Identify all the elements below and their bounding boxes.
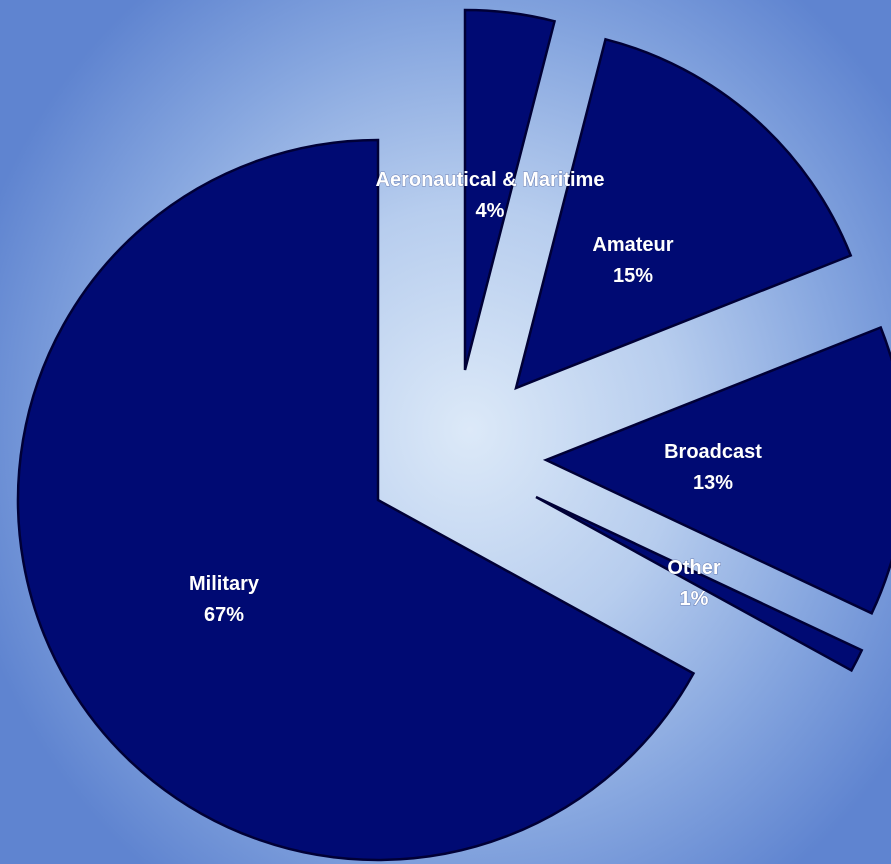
slice-label-name: Amateur: [592, 234, 673, 256]
slice-label-name: Broadcast: [664, 441, 762, 463]
slices-layer: [16, 8, 891, 862]
slice-military: [16, 138, 696, 862]
slice-label-name: Other: [667, 557, 721, 579]
labels-layer: Aeronautical & Maritime 4% Amateur 15% Broad…: [188, 169, 762, 627]
slice-label-name: Aeronautical & Maritime: [376, 169, 605, 191]
slice-label-percent: 67%: [204, 604, 244, 626]
slice-amateur: [514, 37, 853, 391]
label-military: Military 67%: [189, 573, 260, 626]
label-amateur: Amateur 15%: [592, 234, 673, 287]
slice-label-percent: 15%: [613, 265, 653, 287]
slice-label-name: Military: [189, 573, 260, 595]
slice-aeronautical-maritime: [463, 8, 557, 371]
slice-other: [535, 495, 864, 673]
label-aeronautical-maritime: Aeronautical & Maritime 4%: [376, 169, 605, 222]
slice-label-percent: 4%: [476, 200, 505, 222]
slice-label-percent: 1%: [680, 588, 709, 610]
label-broadcast: Broadcast 13%: [664, 441, 762, 494]
slice-label-percent: 13%: [693, 472, 733, 494]
label-other: Other 1%: [667, 557, 721, 610]
slice-broadcast: [542, 325, 891, 615]
